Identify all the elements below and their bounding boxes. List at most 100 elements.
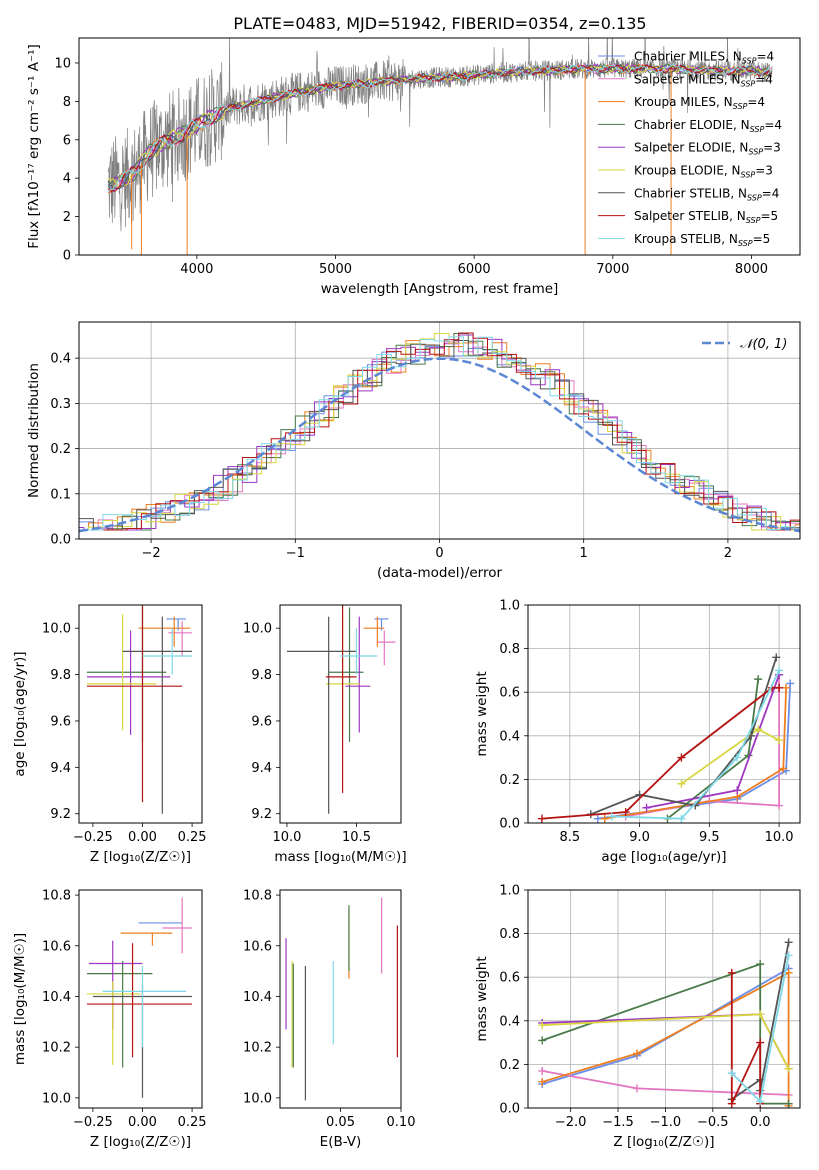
y-tick-label: 1.0: [499, 599, 520, 614]
x-axis-label: mass [log₁₀(M/M☉)]: [274, 849, 406, 865]
weight-marker-salpeter-stelib: [775, 683, 784, 692]
legend-label: Salpeter MILES, NSSP=4: [634, 72, 773, 88]
weight-marker-chabrier-stelib: [772, 653, 781, 662]
weight-marker-chabrier-elodie: [756, 960, 765, 969]
axes-frame: [78, 37, 801, 256]
legend-label: Kroupa STELIB, NSSP=5: [634, 232, 770, 248]
weight-vs-age-lines: [537, 653, 795, 823]
spectrum-lines: [107, 38, 773, 255]
histogram-steps: [79, 332, 800, 533]
y-tick-label: 10.2: [243, 1041, 272, 1056]
weight-line-kroupa-miles: [604, 687, 787, 820]
y-tick-label: 0.4: [499, 1014, 520, 1029]
weight-marker-salpeter-stelib: [727, 968, 736, 977]
y-tick-label: 10.4: [42, 990, 71, 1005]
weight-marker-salpeter-stelib: [677, 753, 686, 762]
weight-marker-kroupa-elodie: [756, 1010, 765, 1019]
x-tick-label: 9.5: [699, 830, 720, 845]
x-tick-label: 0.10: [387, 1115, 416, 1130]
weight-marker-chabrier-miles: [786, 679, 795, 688]
weight-marker-kroupa-elodie: [784, 1064, 793, 1073]
x-tick-label: 10.5: [342, 830, 371, 845]
weight-marker-kroupa-miles: [782, 683, 791, 692]
spectrum-legend: Chabrier MILES, NSSP=4 Salpeter MILES, NS…: [598, 50, 782, 248]
x-axis-label: E(B-V): [320, 1134, 362, 1150]
weight-marker-kroupa-miles: [779, 764, 788, 773]
age-vs-z-errorbars: [86, 605, 193, 814]
x-tick-label: 0.0: [750, 1115, 771, 1130]
x-tick-label: 0.25: [178, 830, 207, 845]
x-tick-label: −1.0: [650, 1115, 682, 1130]
figure-title: PLATE=0483, MJD=51942, FIBERID=0354, z=0…: [233, 14, 646, 33]
y-tick-label: 0.0: [499, 1102, 520, 1117]
x-tick-label: 0: [435, 546, 443, 561]
y-tick-label: 2: [63, 210, 71, 225]
weight-marker-salpeter-stelib: [537, 814, 546, 823]
y-tick-label: 0.6: [499, 686, 520, 701]
model-spectrum-kroupa-stelib: [107, 64, 773, 192]
weight-marker-salpeter-stelib: [727, 1099, 736, 1108]
weight-marker-chabrier-stelib: [784, 938, 793, 947]
x-axis-label: (data-model)/error: [377, 565, 503, 581]
y-tick-label: 10.0: [42, 1091, 71, 1106]
x-axis-label: Z [log₁₀(Z/Z☉)]: [90, 849, 191, 865]
y-tick-label: 4: [63, 172, 71, 187]
weight-marker-kroupa-elodie: [775, 736, 784, 745]
y-tick-label: 9.8: [50, 668, 71, 683]
weight-marker-chabrier-elodie: [784, 1099, 793, 1108]
y-tick-label: 10.6: [42, 939, 71, 954]
y-tick-label: 0.2: [499, 1058, 520, 1073]
weight-marker-salpeter-stelib: [621, 808, 630, 817]
weight-marker-kroupa-elodie: [677, 779, 686, 788]
y-axis-label: mass [log₁₀(M/M☉)]: [12, 933, 28, 1065]
weight-vs-age-panel: 8.5 9.0 9.5 10.0 0.0 0.2 0.4 0.6 0.8 1.0 age [log₁…: [474, 599, 801, 865]
x-axis-label: Z [log₁₀(Z/Z☉)]: [613, 1134, 714, 1150]
x-tick-label: −0.25: [73, 830, 113, 845]
legend-label: Salpeter STELIB, NSSP=5: [634, 209, 778, 225]
x-tick-label: 0.00: [128, 830, 157, 845]
x-tick-label: 10.0: [765, 830, 794, 845]
y-tick-label: 0.2: [50, 442, 71, 457]
y-tick-label: 10.0: [243, 1091, 272, 1106]
y-tick-label: 10.4: [243, 990, 272, 1005]
weight-marker-kroupa-stelib: [733, 753, 742, 762]
mass-vs-ebv-panel: 0.05 0.10 10.0 10.2 10.4 10.6 10.8 E(B-V): [243, 889, 415, 1150]
y-tick-label: 10.0: [42, 622, 71, 637]
x-tick-label: 7000: [596, 262, 629, 277]
y-tick-label: 9.8: [251, 668, 272, 683]
weight-line-salpeter-stelib: [730, 972, 762, 1104]
model-spectrum-salpeter-stelib: [107, 63, 773, 193]
axes-frame: [78, 321, 801, 540]
weight-marker-chabrier-elodie: [754, 675, 763, 684]
y-tick-label: 9.4: [251, 761, 272, 776]
weight-vs-z-lines: [538, 938, 793, 1108]
x-tick-label: −1.5: [602, 1115, 634, 1130]
weight-marker-salpeter-stelib: [756, 1038, 765, 1047]
weight-marker-salpeter-miles: [775, 801, 784, 810]
x-tick-label: 1: [580, 546, 588, 561]
x-tick-label: 0.25: [178, 1115, 207, 1130]
x-tick-label: 8.5: [560, 830, 581, 845]
x-tick-label: −0.25: [73, 1115, 113, 1130]
weight-line-chabrier-elodie: [541, 962, 789, 1105]
x-axis-label: Z [log₁₀(Z/Z☉)]: [90, 1134, 191, 1150]
weight-marker-kroupa-stelib: [727, 1069, 736, 1078]
weight-line-kroupa-stelib: [611, 670, 780, 820]
y-tick-label: 0.0: [499, 817, 520, 832]
spectrum-panel: 4000 5000 6000 7000 8000 0 2 4 6 8 10 wavelength [A…: [26, 37, 801, 297]
weight-marker-chabrier-elodie: [538, 1036, 547, 1045]
axes-frame: [527, 604, 801, 824]
normal-legend-label: 𝒩(0, 1): [740, 337, 787, 352]
histogram-chabrier-stelib: [79, 340, 800, 531]
legend-label: Salpeter ELODIE, NSSP=3: [634, 141, 781, 157]
y-tick-label: 10: [54, 56, 71, 71]
axes-frame: [78, 889, 203, 1109]
legend-label: Chabrier ELODIE, NSSP=4: [634, 118, 782, 134]
axes-frame: [279, 889, 402, 1109]
model-spectrum-salpeter-elodie: [107, 63, 773, 185]
y-tick-label: 10.6: [243, 939, 272, 954]
legend-label: Chabrier MILES, NSSP=4: [634, 50, 774, 66]
y-tick-label: 10.8: [42, 889, 71, 904]
y-tick-label: 8: [63, 95, 71, 110]
y-tick-label: 6: [63, 133, 71, 148]
